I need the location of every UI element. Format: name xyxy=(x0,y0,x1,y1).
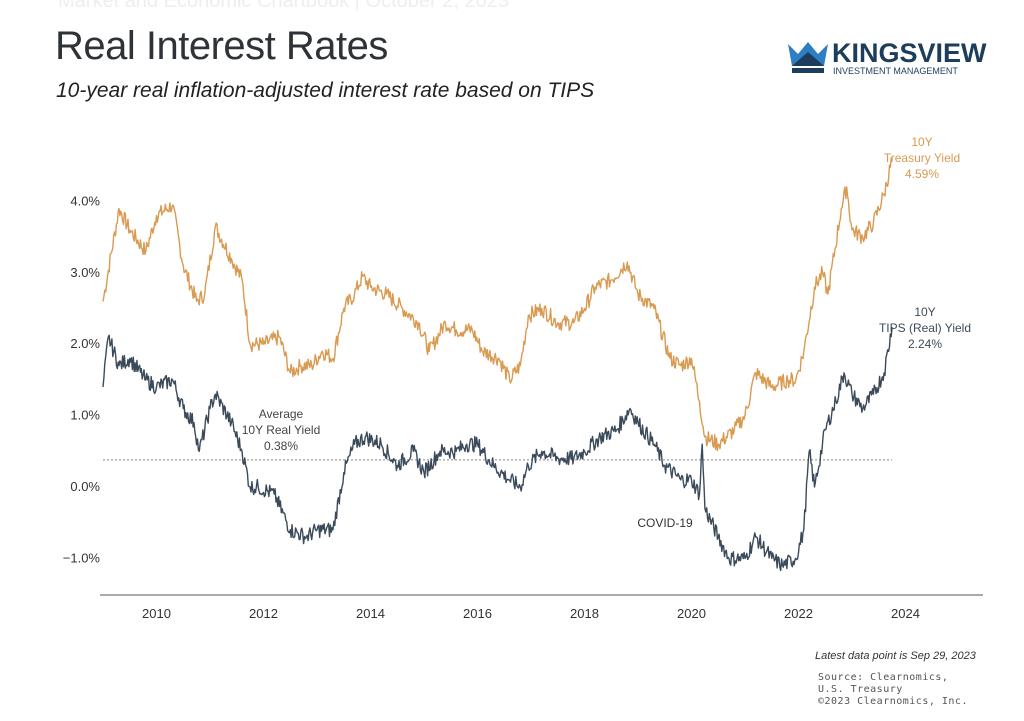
crown-logo-icon xyxy=(788,42,828,73)
source-line: Source: Clearnomics, xyxy=(818,672,949,683)
average-line-label: Average xyxy=(259,407,304,421)
series-line-treasury xyxy=(102,157,893,452)
treasury-series-label: 10Y xyxy=(911,135,932,149)
treasury-series-label: 4.59% xyxy=(905,167,939,181)
x-tick-label: 2014 xyxy=(356,606,385,621)
page-subtitle: 10-year real inflation-adjusted interest… xyxy=(56,79,595,102)
treasury-series-label: Treasury Yield xyxy=(884,151,960,165)
logo-wordmark: KINGSVIEW xyxy=(832,38,987,68)
y-tick-label: 4.0% xyxy=(70,193,100,208)
x-tick-label: 2022 xyxy=(784,606,813,621)
x-tick-label: 2020 xyxy=(677,606,706,621)
average-line-label: 10Y Real Yield xyxy=(242,423,321,437)
kingsview-logo: KINGSVIEW INVESTMENT MANAGEMENT xyxy=(788,38,987,78)
faded-header-caption: Market and Economic Chartbook | October … xyxy=(58,0,509,12)
tips-series-label: TIPS (Real) Yield xyxy=(879,321,971,335)
y-tick-label: 3.0% xyxy=(70,265,100,280)
x-tick-label: 2016 xyxy=(463,606,492,621)
x-tick-label: 2024 xyxy=(891,606,920,621)
covid-annotation: COVID-19 xyxy=(637,516,693,530)
page-title: Real Interest Rates xyxy=(55,24,388,68)
latest-data-note: Latest data point is Sep 29, 2023 xyxy=(815,650,976,662)
tips-series-label: 2.24% xyxy=(908,337,942,351)
source-line: U.S. Treasury xyxy=(818,684,903,695)
y-tick-label: 0.0% xyxy=(70,479,100,494)
y-tick-label: 2.0% xyxy=(70,336,100,351)
logo-tagline: INVESTMENT MANAGEMENT xyxy=(833,66,958,76)
y-tick-label: −1.0% xyxy=(63,550,101,565)
source-line: ©2023 Clearnomics, Inc. xyxy=(818,696,968,707)
x-tick-label: 2018 xyxy=(570,606,599,621)
x-tick-label: 2010 xyxy=(142,606,171,621)
average-line-label: 0.38% xyxy=(264,439,298,453)
series-line-tips xyxy=(102,327,893,572)
x-tick-label: 2012 xyxy=(249,606,278,621)
tips-series-label: 10Y xyxy=(914,305,935,319)
source-note: Source: Clearnomics, U.S. Treasury ©2023… xyxy=(818,672,968,708)
y-tick-label: 1.0% xyxy=(70,408,100,423)
